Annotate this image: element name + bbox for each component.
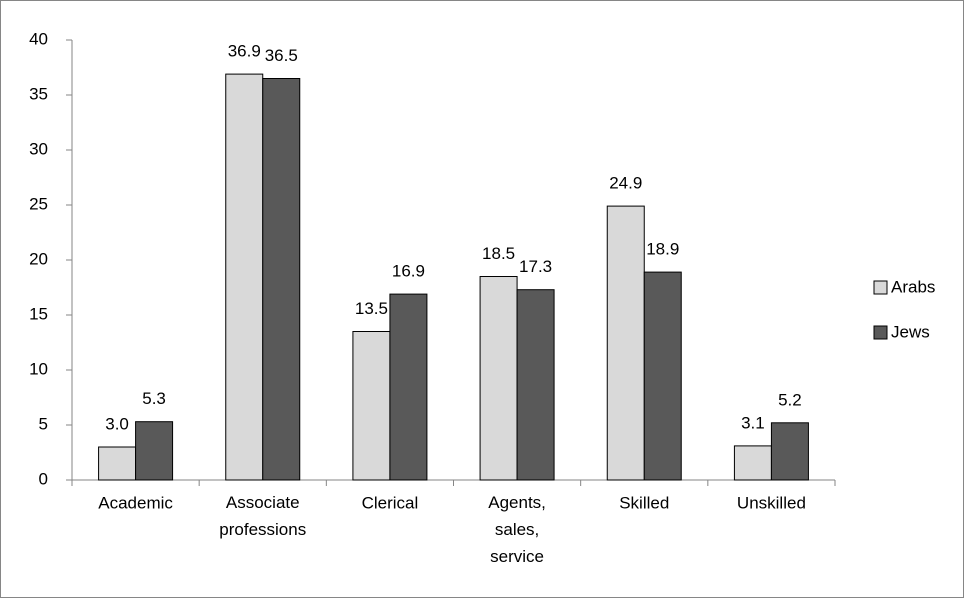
value-label: 5.2	[778, 390, 802, 409]
value-label: 18.5	[482, 244, 515, 263]
value-label: 13.5	[355, 299, 388, 318]
value-label: 36.5	[265, 46, 298, 65]
y-tick-label: 5	[39, 414, 48, 433]
bar	[479, 276, 518, 481]
value-label: 18.9	[646, 240, 679, 259]
bar	[225, 73, 264, 481]
bar	[516, 289, 555, 481]
y-tick-label: 15	[29, 304, 48, 323]
bar	[352, 331, 391, 481]
value-label: 24.9	[609, 174, 642, 193]
bar	[770, 422, 809, 481]
y-tick-label: 35	[29, 84, 48, 103]
bar	[98, 446, 137, 481]
value-label: 3.0	[105, 414, 129, 433]
legend-swatch	[873, 325, 888, 340]
y-tick-label: 30	[29, 139, 48, 158]
y-tick-label: 25	[29, 194, 48, 213]
value-label: 16.9	[392, 262, 425, 281]
x-tick-label: Academic	[98, 493, 173, 512]
bar	[389, 293, 428, 481]
legend-label: Jews	[891, 322, 930, 341]
x-tick-label: Skilled	[619, 493, 669, 512]
bar	[733, 445, 772, 481]
value-label: 3.1	[741, 413, 765, 432]
y-tick-label: 0	[39, 469, 48, 488]
legend-swatch	[873, 280, 888, 295]
value-label: 5.3	[142, 389, 166, 408]
x-tick-label: Associate professions	[219, 493, 306, 539]
bar	[606, 205, 645, 481]
y-tick-label: 20	[29, 249, 48, 268]
bar	[643, 271, 682, 481]
y-tick-label: 10	[29, 359, 48, 378]
legend-label: Arabs	[891, 277, 935, 296]
value-label: 36.9	[228, 42, 261, 61]
bar	[135, 421, 174, 481]
x-tick-label: Clerical	[362, 493, 419, 512]
bar	[262, 78, 301, 481]
x-tick-label: Agents, sales, service	[488, 493, 546, 566]
y-tick-label: 40	[29, 29, 48, 48]
value-label: 17.3	[519, 257, 552, 276]
x-tick-label: Unskilled	[737, 493, 806, 512]
